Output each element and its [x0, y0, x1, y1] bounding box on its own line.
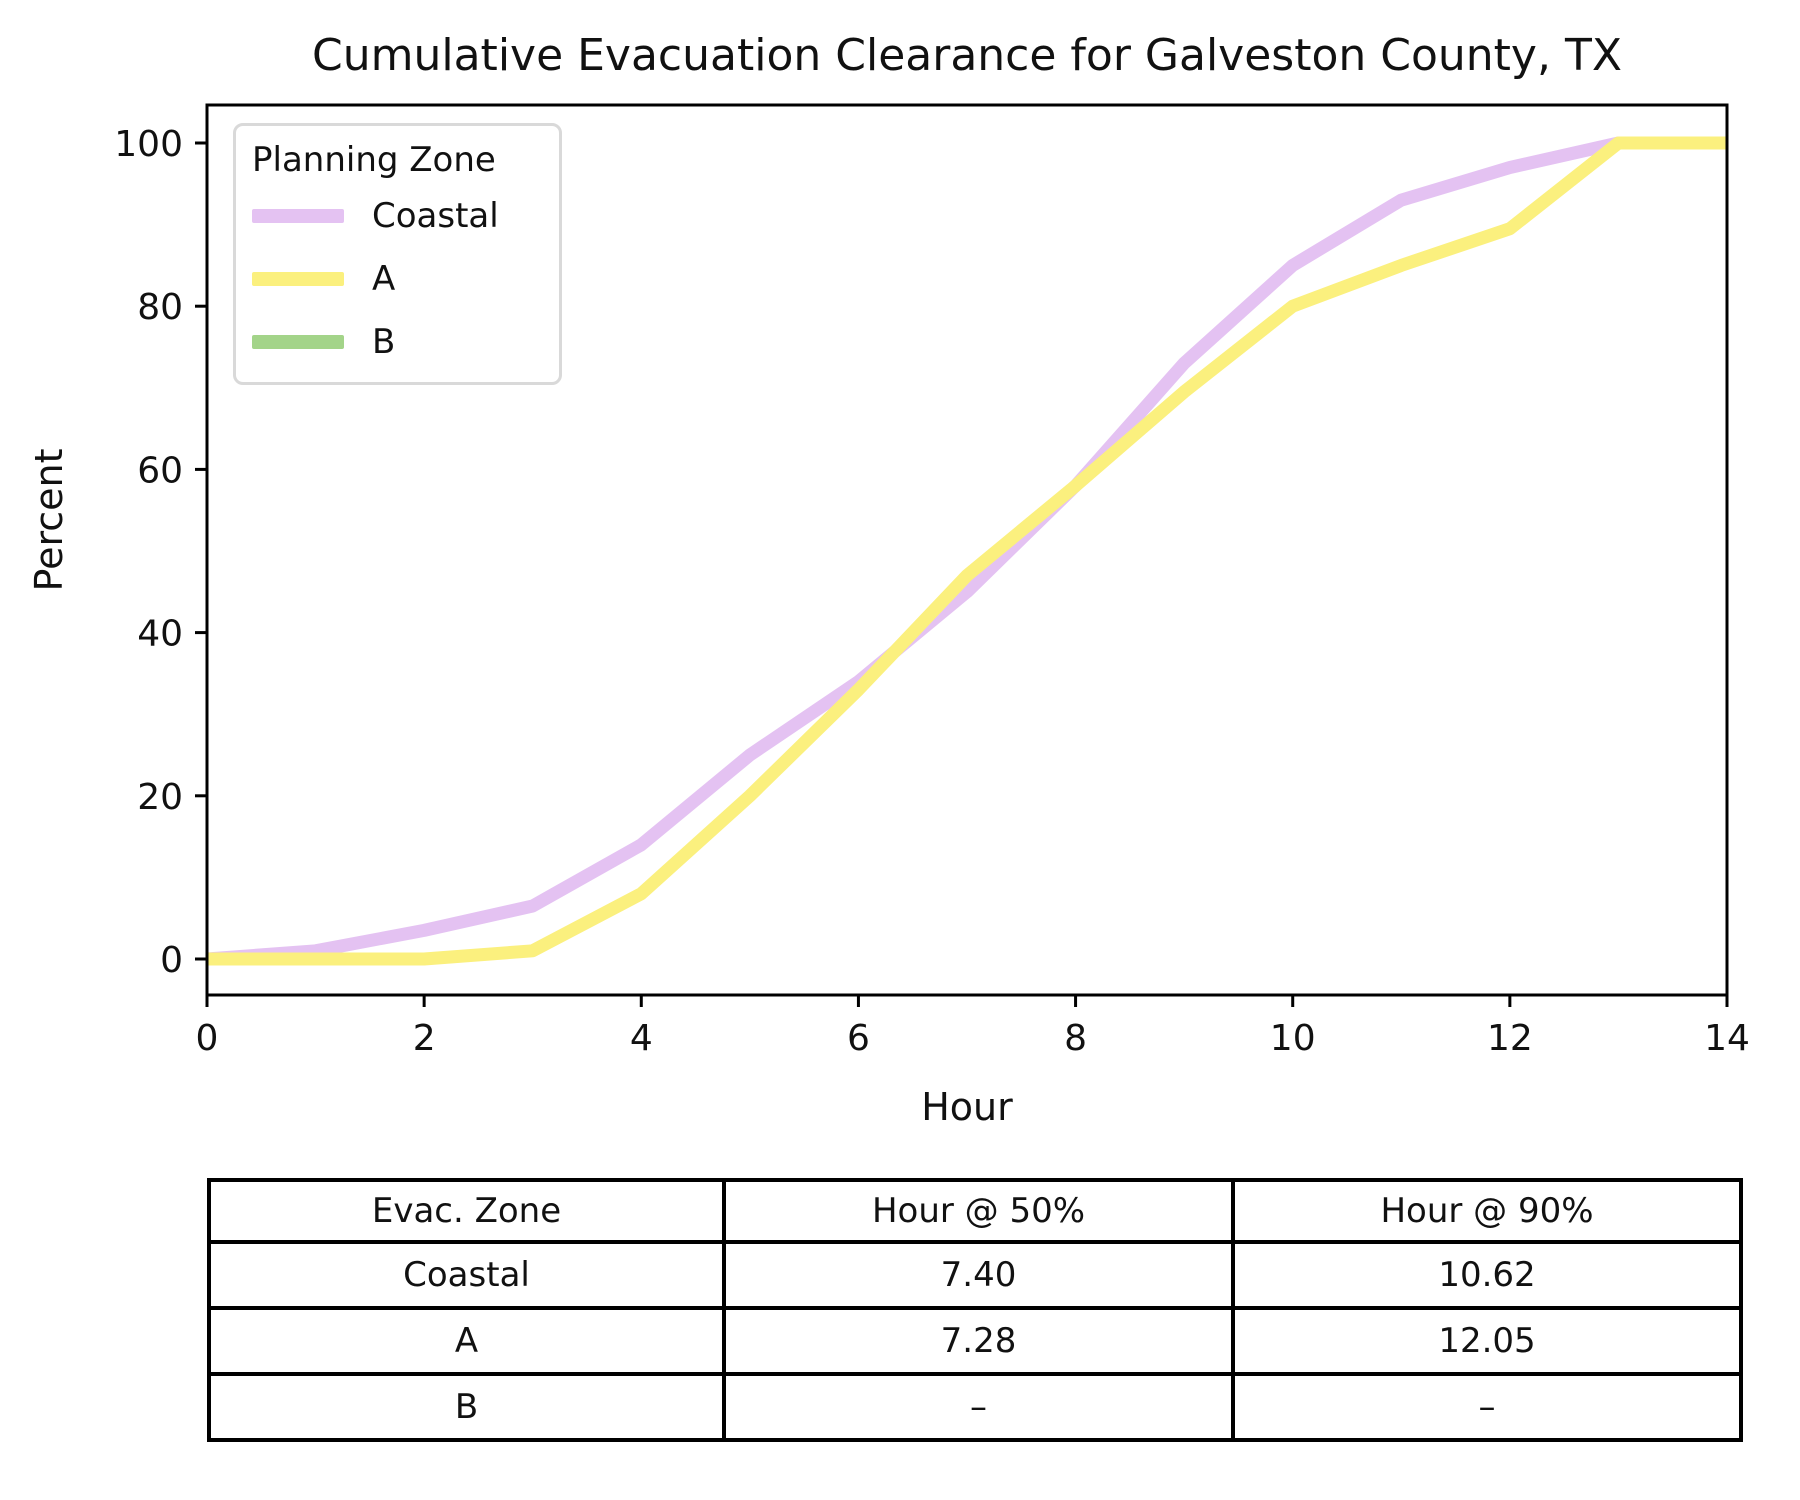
cell-zone: A [207, 1306, 726, 1376]
x-axis: 0 2 4 6 8 10 12 14 Hour [196, 995, 1750, 1129]
plot-frame [205, 103, 1729, 997]
y-axis: 0 20 40 60 80 100 Percent [27, 124, 207, 981]
x-tick-label: 0 [196, 1018, 219, 1059]
cell-zone: Coastal [207, 1240, 726, 1310]
header-hour-90: Hour @ 90% [1231, 1178, 1743, 1244]
legend-label-a: A [372, 258, 396, 299]
legend-entry-a: A [252, 247, 559, 310]
x-axis-label: Hour [921, 1085, 1013, 1129]
y-tick-label: 60 [137, 450, 183, 491]
legend: Planning Zone Coastal A B [233, 123, 562, 385]
chart-title: Cumulative Evacuation Clearance for Galv… [312, 30, 1622, 81]
clearance-stats-table: Evac. Zone Hour @ 50% Hour @ 90% Coastal… [207, 1178, 1743, 1442]
cell-h50: 7.40 [722, 1240, 1235, 1310]
table-row: A 7.28 12.05 [207, 1306, 1743, 1376]
cell-h90: 10.62 [1231, 1240, 1743, 1310]
x-tick-label: 4 [630, 1018, 653, 1059]
cell-h90: – [1231, 1372, 1743, 1442]
y-tick-label: 0 [160, 940, 183, 981]
legend-entry-coastal: Coastal [252, 184, 559, 247]
x-tick-label: 2 [413, 1018, 436, 1059]
legend-label-coastal: Coastal [372, 195, 499, 236]
x-tick-label: 14 [1704, 1018, 1750, 1059]
cell-h50: 7.28 [722, 1306, 1235, 1376]
cell-zone: B [207, 1372, 726, 1442]
y-tick-label: 20 [137, 777, 183, 818]
legend-title: Planning Zone [252, 140, 496, 180]
series-lines [206, 136, 1727, 966]
x-tick-label: 10 [1270, 1018, 1316, 1059]
legend-label-b: B [372, 321, 396, 362]
table-row: Coastal 7.40 10.62 [207, 1240, 1743, 1310]
zone-b-line-swatch [252, 334, 344, 349]
x-tick-label: 12 [1487, 1018, 1533, 1059]
legend-entry-b: B [252, 310, 559, 373]
coastal-line-swatch [252, 208, 344, 223]
header-evac-zone: Evac. Zone [207, 1178, 726, 1244]
y-tick-label: 80 [137, 287, 183, 328]
table-row: B – – [207, 1372, 1743, 1442]
line-a [207, 136, 1727, 966]
cell-h50: – [722, 1372, 1235, 1442]
header-hour-50: Hour @ 50% [722, 1178, 1235, 1244]
zone-a-line-swatch [252, 271, 344, 286]
cell-h90: 12.05 [1231, 1306, 1743, 1376]
x-tick-label: 6 [847, 1018, 870, 1059]
y-tick-label: 100 [114, 124, 183, 165]
line-coastal [206, 136, 1727, 966]
y-tick-label: 40 [137, 614, 183, 655]
y-axis-label: Percent [27, 449, 71, 592]
table-header-row: Evac. Zone Hour @ 50% Hour @ 90% [207, 1178, 1743, 1244]
x-tick-label: 8 [1064, 1018, 1087, 1059]
